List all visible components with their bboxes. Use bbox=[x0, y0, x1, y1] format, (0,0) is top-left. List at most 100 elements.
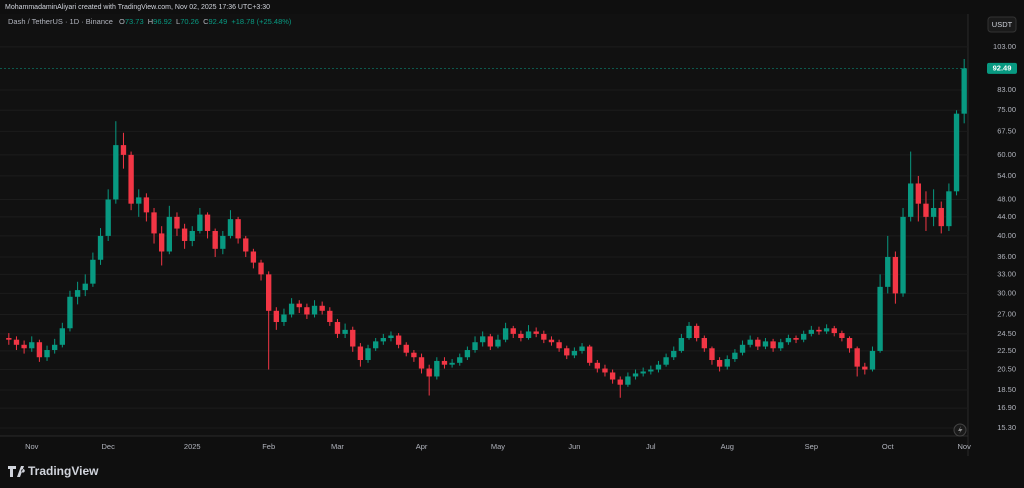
candle-body bbox=[74, 290, 81, 297]
grid bbox=[0, 46, 968, 429]
y-tick-label: 18.50 bbox=[997, 385, 1016, 394]
y-tick-label: 20.50 bbox=[997, 365, 1016, 374]
legend-header: Dash / TetherUS · 1D · Binance O73.73 H9… bbox=[8, 17, 292, 26]
candle-body bbox=[716, 360, 723, 367]
candles bbox=[0, 59, 968, 398]
candle-body bbox=[227, 219, 234, 236]
candle-body bbox=[342, 329, 348, 334]
candle-body bbox=[869, 350, 876, 370]
candle-body bbox=[434, 360, 440, 377]
candle-body bbox=[755, 339, 761, 347]
candle-body bbox=[571, 350, 578, 356]
candle-body bbox=[258, 262, 264, 275]
candle-body bbox=[143, 197, 150, 213]
brand-name: TradingView bbox=[28, 464, 99, 478]
candle-body bbox=[67, 296, 73, 329]
candle-body bbox=[533, 331, 539, 334]
y-tick-label: 60.00 bbox=[997, 150, 1016, 159]
candle-body bbox=[128, 154, 134, 204]
x-tick-label: Nov bbox=[25, 442, 39, 451]
ohlc-prefix: H bbox=[148, 17, 153, 26]
candle-body bbox=[174, 216, 180, 229]
y-tick-label: 103.00 bbox=[993, 42, 1016, 51]
candle-body bbox=[243, 238, 249, 252]
candle-body bbox=[694, 325, 700, 339]
y-tick-label: 24.50 bbox=[997, 329, 1016, 338]
candle-body bbox=[357, 346, 364, 361]
candle-body bbox=[472, 342, 478, 351]
currency-label[interactable]: USDT bbox=[992, 20, 1013, 29]
candle-body bbox=[495, 339, 501, 347]
candle-body bbox=[388, 335, 394, 339]
candle-body bbox=[632, 373, 639, 377]
candle-body bbox=[510, 328, 516, 334]
ohlc-value: 92.49 bbox=[209, 17, 228, 26]
candle-body bbox=[701, 338, 707, 349]
candle-body bbox=[648, 369, 654, 372]
candle-body bbox=[625, 376, 631, 385]
candle-body bbox=[403, 344, 409, 353]
candle-body bbox=[862, 366, 868, 370]
x-tick-label: Feb bbox=[262, 442, 275, 451]
candle-body bbox=[877, 286, 883, 351]
candle-body bbox=[663, 357, 669, 365]
series-title: Dash / TetherUS · 1D · Binance bbox=[8, 17, 113, 26]
logo-mark bbox=[8, 466, 25, 477]
candle-body bbox=[373, 341, 379, 349]
ohlc-prefix: O bbox=[119, 17, 125, 26]
candle-body bbox=[778, 342, 784, 349]
candle-body bbox=[487, 336, 493, 347]
y-tick-label: 36.00 bbox=[997, 252, 1016, 261]
candle-body bbox=[395, 335, 402, 345]
candle-body bbox=[334, 322, 341, 334]
candle-body bbox=[915, 183, 921, 204]
candle-body bbox=[59, 328, 65, 345]
y-tick-label: 75.00 bbox=[997, 105, 1016, 114]
lightning-icon bbox=[958, 426, 963, 434]
candle-body bbox=[36, 342, 43, 358]
currency-button[interactable] bbox=[987, 16, 1017, 33]
x-tick-label: Aug bbox=[721, 442, 734, 451]
candle-body bbox=[311, 305, 318, 315]
candle-body bbox=[380, 338, 386, 342]
candle-body bbox=[29, 342, 35, 349]
candle-body bbox=[441, 360, 448, 365]
candle-body bbox=[304, 307, 310, 315]
candle-body bbox=[319, 305, 325, 311]
candle-body bbox=[52, 344, 58, 351]
y-tick-label: 33.00 bbox=[997, 269, 1016, 278]
candle-body bbox=[273, 310, 279, 323]
candle-body bbox=[602, 368, 608, 373]
candle-body bbox=[90, 259, 96, 284]
attribution: MohammadaminAliyari created with Trading… bbox=[5, 4, 270, 11]
candle-body bbox=[686, 325, 692, 339]
candle-body bbox=[908, 183, 914, 217]
candle-body bbox=[831, 328, 837, 334]
candle-body bbox=[839, 333, 845, 339]
candle-body bbox=[747, 339, 753, 345]
candle-body bbox=[518, 333, 524, 339]
candle-body bbox=[21, 344, 27, 349]
y-tick-label: 16.90 bbox=[997, 403, 1016, 412]
last-price-box bbox=[987, 62, 1017, 74]
plot-area bbox=[0, 14, 968, 436]
candle-body bbox=[197, 214, 203, 231]
candle-body bbox=[457, 357, 463, 363]
candle-body bbox=[418, 357, 425, 369]
y-tick-label: 67.50 bbox=[997, 126, 1016, 135]
y-tick-label: 40.00 bbox=[997, 231, 1016, 240]
candle-body bbox=[709, 348, 715, 361]
candle-body bbox=[640, 371, 646, 374]
candle-body bbox=[350, 329, 356, 347]
candle-body bbox=[151, 212, 157, 234]
candle-body bbox=[801, 333, 807, 340]
y-tick-label: 48.00 bbox=[997, 194, 1016, 203]
ohlc-value: 70.26 bbox=[180, 17, 199, 26]
candle-body bbox=[327, 310, 333, 323]
y-tick-label: 30.00 bbox=[997, 288, 1016, 297]
candle-body bbox=[808, 329, 814, 334]
candle-body bbox=[288, 303, 295, 315]
x-tick-label: 2025 bbox=[184, 442, 201, 451]
last-price-label: 92.49 bbox=[993, 63, 1012, 72]
x-tick-label: Oct bbox=[882, 442, 895, 451]
